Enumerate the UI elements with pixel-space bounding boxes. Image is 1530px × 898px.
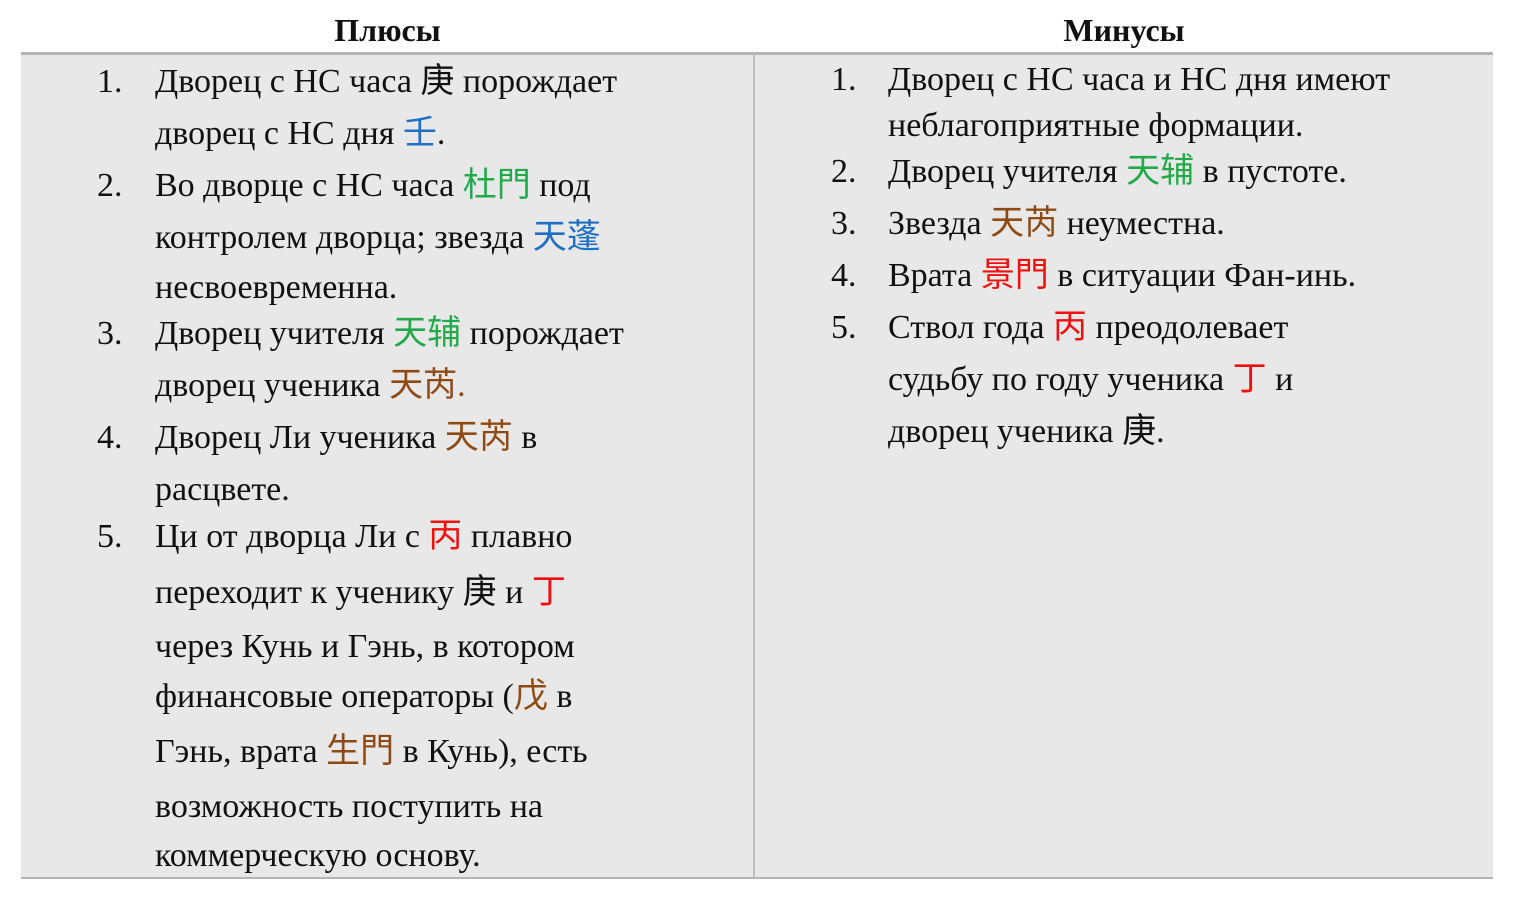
- list-item-line: коммерческую основу.: [155, 836, 481, 876]
- list-item-number: 5.: [831, 309, 857, 346]
- list-item-number: 5.: [97, 518, 123, 555]
- highlighted-character: 天芮: [990, 205, 1059, 242]
- highlighted-character: 生門: [326, 733, 395, 770]
- text-segment: Дворец учителя: [888, 153, 1127, 190]
- list-item-number: 1.: [97, 63, 123, 100]
- list-item-line: переходит к ученику 庚 и 丁: [155, 573, 566, 613]
- text-segment: дворец ученика 庚.: [888, 413, 1165, 450]
- highlighted-character: 丁: [531, 574, 566, 611]
- text-segment: через Кунь и Гэнь, в котором: [155, 628, 575, 665]
- list-item-line: неблагоприятные формации.: [888, 106, 1303, 146]
- text-segment: Ци от дворца Ли с: [155, 518, 429, 555]
- text-segment: финансовые операторы (: [155, 678, 514, 715]
- text-segment: и: [1266, 361, 1294, 398]
- list-item-number: 4.: [831, 257, 857, 294]
- list-item-line: дворец ученика 天芮.: [155, 366, 466, 406]
- list-item-number: 2.: [97, 167, 123, 204]
- text-segment: дворец с НС дня: [155, 115, 403, 152]
- text-segment: Дворец с НС часа 庚 порождает: [155, 63, 618, 100]
- list-item-line: Гэнь, врата 生門 в Кунь), есть: [155, 732, 588, 772]
- text-segment: Врата: [888, 257, 981, 294]
- list-item-line: Дворец учителя 天辅 в пустоте.: [888, 152, 1347, 192]
- list-item-line: Ци от дворца Ли с 丙 плавно: [155, 517, 572, 557]
- text-segment: в: [547, 678, 573, 715]
- text-segment: порождает: [461, 315, 624, 352]
- list-item-line: Дворец с НС часа и НС дня имеют: [888, 60, 1390, 100]
- highlighted-character: 杜門: [462, 167, 531, 204]
- text-segment: в: [512, 419, 538, 456]
- list-item-line: контролем дворца; звезда 天蓬: [155, 218, 601, 258]
- highlighted-character: 戊: [513, 678, 548, 715]
- text-segment: Звезда: [888, 205, 991, 242]
- header-divider: [21, 52, 1493, 55]
- list-item-number: 4.: [97, 419, 123, 456]
- text-segment: дворец ученика: [155, 367, 390, 404]
- highlighted-character: 天辅: [393, 315, 462, 352]
- text-segment: неблагоприятные формации.: [888, 107, 1304, 144]
- highlighted-character: 天辅: [1126, 153, 1195, 190]
- list-item-line: Врата 景門 в ситуации Фан-инь.: [888, 256, 1356, 296]
- text-segment: в Кунь), есть: [394, 733, 588, 770]
- text-segment: Дворец с НС часа и НС дня имеют: [888, 61, 1391, 98]
- list-item-line: возможность поступить на: [155, 787, 543, 827]
- text-segment: коммерческую основу.: [155, 837, 481, 874]
- list-item-line: Дворец с НС часа 庚 порождает: [155, 62, 617, 102]
- text-segment: переходит к ученику 庚 и: [155, 574, 532, 611]
- list-item-line: Дворец учителя 天辅 порождает: [155, 314, 624, 354]
- highlighted-character: 天芮.: [389, 367, 466, 404]
- text-segment: неуместна.: [1058, 205, 1225, 242]
- text-segment: плавно: [462, 518, 573, 555]
- text-segment: возможность поступить на: [155, 788, 544, 825]
- table-body: [21, 55, 1493, 878]
- list-item-number: 3.: [831, 205, 857, 242]
- highlighted-character: 景門: [980, 257, 1049, 294]
- table-bottom-border: [21, 877, 1493, 879]
- text-segment: в пустоте.: [1194, 153, 1347, 190]
- highlighted-character: 丙: [1052, 309, 1087, 346]
- column-divider: [753, 55, 755, 878]
- list-item-line: финансовые операторы (戊 в: [155, 677, 572, 717]
- list-item-line: несвоевременна.: [155, 268, 397, 308]
- text-segment: .: [436, 115, 446, 152]
- text-segment: под: [530, 167, 591, 204]
- text-segment: Дворец учителя: [155, 315, 394, 352]
- list-item-line: Дворец Ли ученика 天芮 в: [155, 418, 537, 458]
- list-item-number: 3.: [97, 315, 123, 352]
- list-item-line: Во дворце с НС часа 杜門 под: [155, 166, 591, 206]
- list-item-line: Ствол года 丙 преодолевает: [888, 308, 1288, 348]
- text-segment: преодолевает: [1086, 309, 1289, 346]
- text-segment: Дворец Ли ученика: [155, 419, 445, 456]
- highlighted-character: 天芮: [444, 419, 513, 456]
- list-item-line: судьбу по году ученика 丁 и: [888, 360, 1293, 400]
- highlighted-character: 天蓬: [532, 219, 601, 256]
- list-item-line: расцвете.: [155, 470, 290, 510]
- text-segment: Гэнь, врата: [155, 733, 327, 770]
- text-segment: в ситуации Фан-инь.: [1048, 257, 1357, 294]
- text-segment: Во дворце с НС часа: [155, 167, 463, 204]
- list-item-line: Звезда 天芮 неуместна.: [888, 204, 1225, 244]
- list-item-number: 1.: [831, 61, 857, 98]
- column-header-cons: Минусы: [1063, 12, 1185, 48]
- list-item-line: дворец с НС дня 壬.: [155, 114, 445, 154]
- list-item-line: через Кунь и Гэнь, в котором: [155, 627, 575, 667]
- text-segment: контролем дворца; звезда: [155, 219, 533, 256]
- list-item-number: 2.: [831, 153, 857, 190]
- text-segment: несвоевременна.: [155, 269, 398, 306]
- text-segment: Ствол года: [888, 309, 1053, 346]
- column-header-pros: Плюсы: [334, 12, 441, 48]
- text-segment: судьбу по году ученика: [888, 361, 1233, 398]
- highlighted-character: 丙: [428, 518, 463, 555]
- text-segment: расцвете.: [155, 471, 290, 508]
- list-item-line: дворец ученика 庚.: [888, 412, 1165, 452]
- highlighted-character: 丁: [1232, 361, 1267, 398]
- highlighted-character: 壬: [402, 115, 437, 152]
